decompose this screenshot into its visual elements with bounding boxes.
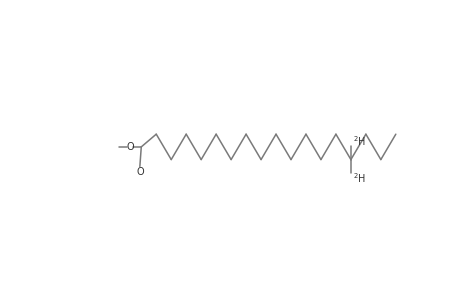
Text: O: O: [126, 142, 134, 152]
Text: $^{2}$H: $^{2}$H: [352, 134, 365, 148]
Text: O: O: [136, 167, 143, 177]
Text: $^{2}$H: $^{2}$H: [352, 172, 365, 185]
